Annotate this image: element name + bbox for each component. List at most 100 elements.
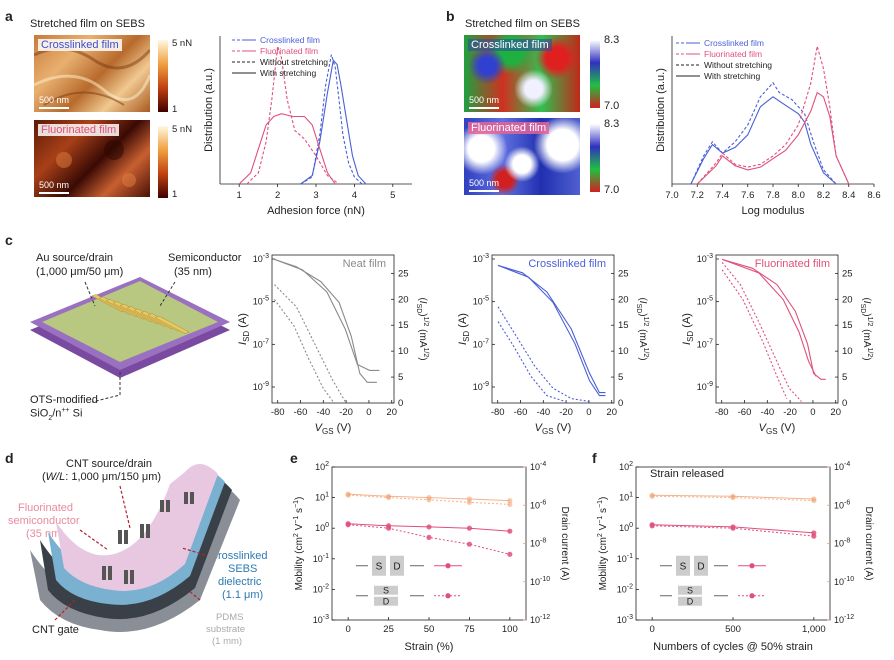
- label-cnt-gate: CNT gate: [32, 624, 79, 636]
- y-tick-label: 10-7: [253, 338, 269, 349]
- annotation-strain-released: Strain released: [650, 468, 724, 480]
- series-line: [300, 54, 363, 185]
- dim-text: : 1,000 μm/150 μm): [65, 471, 162, 483]
- y-axis-label-right: (ISD)1/2 (mA1/2): [635, 297, 649, 360]
- x-axis-label: VGS (V): [535, 422, 572, 436]
- y-tick-label: 100: [619, 522, 633, 533]
- modulus-tag-crosslinked: Crosslinked film: [468, 39, 552, 51]
- y-tick-label-right: 15: [398, 320, 409, 331]
- legend-marker: [749, 593, 755, 599]
- data-point: [507, 528, 513, 534]
- x-tick-label: -20: [559, 407, 573, 418]
- label-fluor-1: Fluorinated: [18, 502, 74, 514]
- data-point: [385, 495, 392, 501]
- data-point: [385, 525, 392, 531]
- x-tick-label: -60: [514, 407, 528, 418]
- y-tick-label: 10-9: [253, 381, 269, 392]
- legend-electrode-d: [678, 596, 702, 606]
- y-tick-label-right: 15: [842, 320, 853, 331]
- legend-label-d: D: [383, 597, 390, 607]
- legend-label-d: D: [393, 562, 400, 573]
- series-line: [696, 91, 850, 185]
- y-tick-label: 10-7: [473, 338, 489, 349]
- colorbar-min: 1: [172, 104, 178, 115]
- y-tick-label: 10-3: [617, 614, 633, 625]
- label-semiconductor: Semiconductor: [168, 252, 242, 264]
- transfer-curve: [497, 264, 606, 397]
- x-axis-label: Strain (%): [405, 641, 454, 653]
- y-tick-label: 10-1: [313, 553, 329, 564]
- x-tick-label: -60: [738, 407, 752, 418]
- y-tick-label-right: 10-12: [530, 614, 550, 625]
- y-tick-label: 10-9: [697, 381, 713, 392]
- x-axis-label: VGS (V): [315, 422, 352, 436]
- x-tick-label: -80: [491, 407, 505, 418]
- x-tick-label: 2: [275, 190, 280, 201]
- y-tick-label: 10-5: [473, 296, 489, 307]
- pointer-line: [84, 281, 96, 307]
- transfer-curve: [721, 258, 817, 377]
- dim-text: (: [42, 471, 46, 483]
- pointer-line: [91, 372, 121, 403]
- transfer-curve: [497, 264, 606, 394]
- legend-label-s: S: [687, 586, 693, 596]
- data-point: [345, 492, 351, 498]
- label-sebs-2: SEBS: [228, 563, 258, 575]
- data-point: [649, 523, 655, 529]
- x-tick-label: -60: [294, 407, 308, 418]
- label-source-drain: Au source/drain: [36, 252, 114, 264]
- x-tick-label: 4: [352, 190, 357, 201]
- y-tick-label: 101: [619, 492, 633, 503]
- x-tick-label: 0: [810, 407, 815, 418]
- x-axis-label: Numbers of cycles @ 50% strain: [653, 641, 813, 653]
- y-tick-label: 10-5: [697, 296, 713, 307]
- substrate-sup: ++: [61, 407, 70, 414]
- legend-marker: [749, 563, 755, 569]
- y-tick-label-right: 10-8: [834, 538, 850, 549]
- y-tick-label-right: 10-4: [530, 461, 546, 472]
- data-point: [345, 522, 351, 528]
- data-point: [507, 551, 513, 557]
- x-tick-label: 8.4: [842, 190, 855, 201]
- y-tick-label-right: 20: [842, 294, 853, 305]
- substrate-sub: 2: [48, 414, 53, 422]
- data-point: [426, 497, 432, 503]
- y-tick-label-right: 5: [618, 372, 623, 383]
- y-tick-label-right: 10: [398, 346, 409, 357]
- substrate-text: Si: [69, 407, 83, 420]
- x-tick-label: 50: [424, 624, 435, 635]
- label-pdms-3: (1 mm): [212, 636, 243, 647]
- x-tick-label: 8.0: [792, 190, 805, 201]
- y-tick-label-right: 0: [618, 398, 623, 409]
- legend-label: Without stretching: [260, 57, 328, 67]
- legend-electrode-s: [676, 555, 690, 576]
- y-tick-label: 10-3: [253, 253, 269, 264]
- panel-label-d: d: [5, 450, 14, 466]
- y-tick-label-right: 25: [842, 268, 853, 279]
- legend-label-d: D: [697, 562, 704, 573]
- y-tick-label-right: 10-8: [530, 538, 546, 549]
- y-tick-label-right: 10-6: [834, 499, 850, 510]
- x-tick-label: 0: [366, 407, 371, 418]
- afm-image-fluorinated: Fluorinated film 500 nm: [34, 120, 150, 197]
- x-tick-label: 100: [502, 624, 518, 635]
- y-axis-label-right: (ISD)1/2 (mA1/2): [415, 297, 429, 360]
- x-tick-label: 7.4: [716, 190, 729, 201]
- panel-label-a: a: [5, 8, 13, 24]
- legend-marker: [445, 563, 451, 569]
- y-axis-label-left: Mobility (cm2 V−1 s−1): [597, 497, 609, 591]
- electrodes: [91, 294, 190, 334]
- x-tick-label: 5: [390, 190, 395, 201]
- legend-electrode-d: [390, 555, 404, 576]
- x-tick-label: 7.6: [741, 190, 754, 201]
- x-tick-label: 1: [237, 190, 242, 201]
- chart-title: Crosslinked film: [528, 258, 606, 270]
- plot-frame: [715, 254, 839, 404]
- transfer-curve: [721, 258, 826, 380]
- colorbar-max: 5 nN: [172, 38, 193, 49]
- series-line: [300, 59, 367, 185]
- afm-tag-fluorinated: Fluorinated film: [38, 124, 120, 136]
